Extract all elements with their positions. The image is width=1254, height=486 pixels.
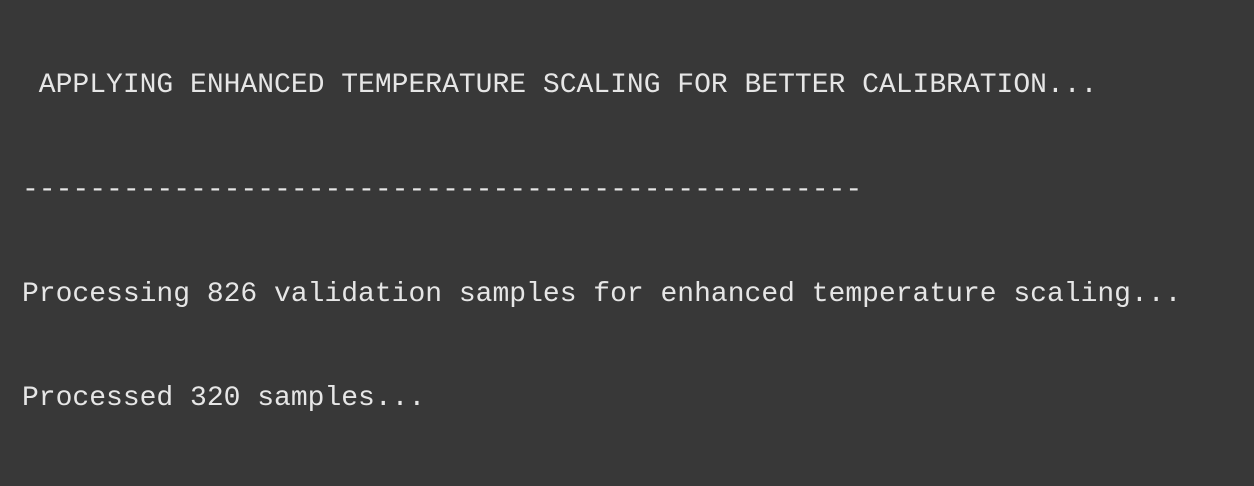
output-line: Processed 320 samples... (22, 382, 426, 414)
separator: ----------------------------------------… (22, 174, 863, 206)
section-heading: APPLYING ENHANCED TEMPERATURE SCALING FO… (22, 70, 1098, 102)
output-line: Processing 826 validation samples for en… (22, 278, 1182, 310)
